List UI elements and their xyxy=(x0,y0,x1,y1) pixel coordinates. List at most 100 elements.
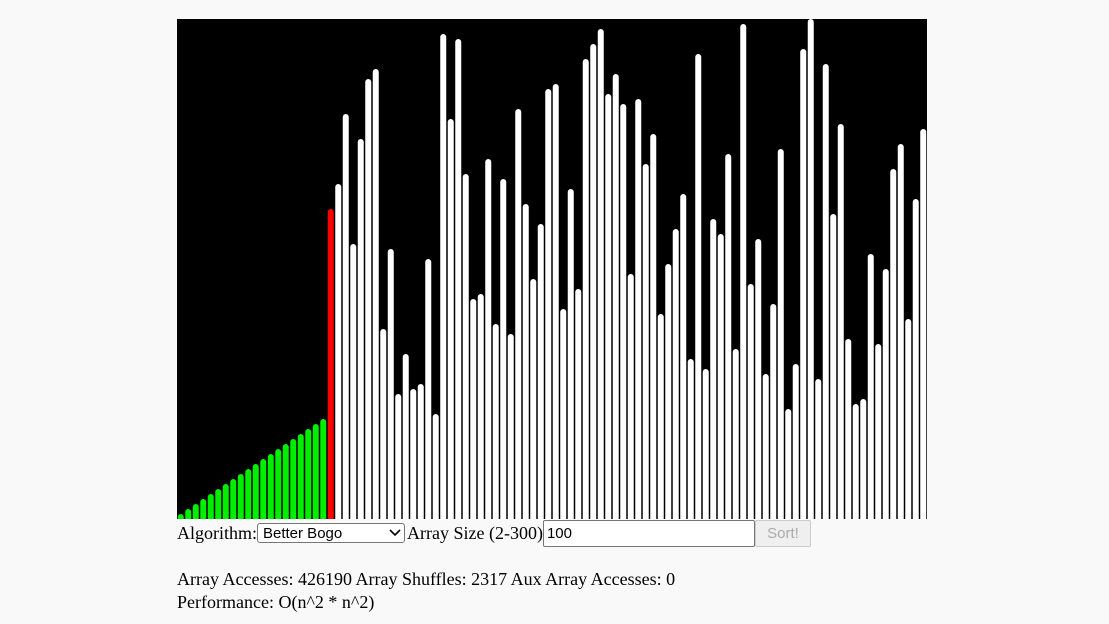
array-bar xyxy=(762,374,769,519)
array-bar xyxy=(717,234,724,519)
array-bar xyxy=(312,424,319,519)
array-bar xyxy=(897,144,904,519)
array-bar xyxy=(327,209,334,519)
array-bar xyxy=(627,274,634,519)
size-value: 100 xyxy=(546,524,572,542)
array-bar xyxy=(267,454,274,519)
size-label: Array Size (2-300) xyxy=(407,522,543,543)
sort-button-label: Sort! xyxy=(767,524,799,542)
controls: Algorithm: Better Bogo Array Size (2-300… xyxy=(177,519,811,547)
array-bar xyxy=(575,289,582,519)
array-bar xyxy=(620,104,627,519)
array-bar xyxy=(245,469,252,519)
array-bar xyxy=(417,384,424,519)
array-bar xyxy=(815,379,822,519)
array-bar xyxy=(395,394,402,519)
array-bar xyxy=(402,354,409,519)
array-bar xyxy=(545,89,552,519)
dropdown-caret xyxy=(389,529,401,537)
canvas-background xyxy=(177,19,927,519)
stat-value: 2317 xyxy=(471,569,508,589)
array-bar xyxy=(357,139,364,519)
array-bar xyxy=(290,439,297,519)
array-bar xyxy=(477,294,484,519)
array-bar xyxy=(597,29,604,519)
array-visualizer xyxy=(177,19,927,519)
array-bar xyxy=(447,119,454,519)
array-bar xyxy=(800,49,807,519)
array-bar xyxy=(875,344,882,519)
stat-value: 426190 xyxy=(297,569,352,589)
array-bar xyxy=(567,189,574,519)
performance-line: Performance: O(n^2 * n^2) xyxy=(177,591,675,614)
array-bar xyxy=(807,19,814,519)
array-bar xyxy=(747,284,754,519)
array-bar xyxy=(432,414,439,519)
array-bar xyxy=(372,69,379,519)
array-bar xyxy=(845,339,852,519)
array-bar xyxy=(410,389,417,519)
stat-label: Array Accesses: xyxy=(177,569,294,589)
array-bar xyxy=(852,404,859,519)
array-bar xyxy=(387,249,394,519)
array-bar xyxy=(672,229,679,519)
array-bar xyxy=(755,239,762,519)
array-bar xyxy=(222,484,229,519)
algorithm-select[interactable]: Better Bogo xyxy=(257,523,405,543)
array-bar xyxy=(192,504,199,519)
array-bar xyxy=(785,409,792,519)
stats-line: Array Accesses: 426190 Array Shuffles: 2… xyxy=(177,568,675,591)
array-bar xyxy=(635,99,642,519)
array-bar xyxy=(335,184,342,519)
array-bar xyxy=(462,174,469,519)
array-bar xyxy=(905,319,912,519)
array-bar xyxy=(530,279,537,519)
array-bar xyxy=(185,509,192,519)
array-bar xyxy=(642,164,649,519)
array-bar xyxy=(770,304,777,519)
array-bar xyxy=(492,324,499,519)
algorithm-value: Better Bogo xyxy=(263,524,343,542)
array-bar xyxy=(470,299,477,519)
array-bar xyxy=(860,399,867,519)
array-bar xyxy=(507,334,514,519)
array-bar xyxy=(207,494,214,519)
array-bar xyxy=(725,154,732,519)
array-bar xyxy=(912,199,919,519)
array-bar xyxy=(380,329,387,519)
array-bar xyxy=(342,114,349,519)
array-bar xyxy=(177,514,184,519)
array-bar xyxy=(837,124,844,519)
algorithm-label: Algorithm: xyxy=(177,522,257,543)
array-bar xyxy=(665,264,672,519)
array-bar xyxy=(215,489,222,519)
array-bar xyxy=(537,224,544,519)
array-bar xyxy=(200,499,207,519)
array-bar xyxy=(515,109,522,519)
array-bar xyxy=(680,194,687,519)
array-bar xyxy=(297,434,304,519)
array-bar xyxy=(282,444,289,519)
array-bar xyxy=(582,59,589,519)
array-bar xyxy=(455,39,462,519)
array-bar xyxy=(890,169,897,519)
array-bar xyxy=(590,44,597,519)
array-bar xyxy=(305,429,312,519)
sort-button[interactable]: Sort! xyxy=(754,519,811,547)
array-bar xyxy=(792,364,799,519)
stats: Array Accesses: 426190 Array Shuffles: 2… xyxy=(177,568,675,614)
performance-label: Performance: xyxy=(177,592,274,612)
size-input[interactable]: 100 xyxy=(542,519,755,547)
array-bar xyxy=(777,149,784,519)
array-bar xyxy=(252,464,259,519)
array-bar xyxy=(650,134,657,519)
array-bar xyxy=(695,54,702,519)
array-bar xyxy=(260,459,267,519)
array-bar xyxy=(740,24,747,519)
array-bar xyxy=(657,314,664,519)
array-bar xyxy=(560,309,567,519)
array-bar xyxy=(702,369,709,519)
array-bar xyxy=(882,269,889,519)
stat-value: 0 xyxy=(666,569,676,589)
array-bar xyxy=(230,479,237,519)
